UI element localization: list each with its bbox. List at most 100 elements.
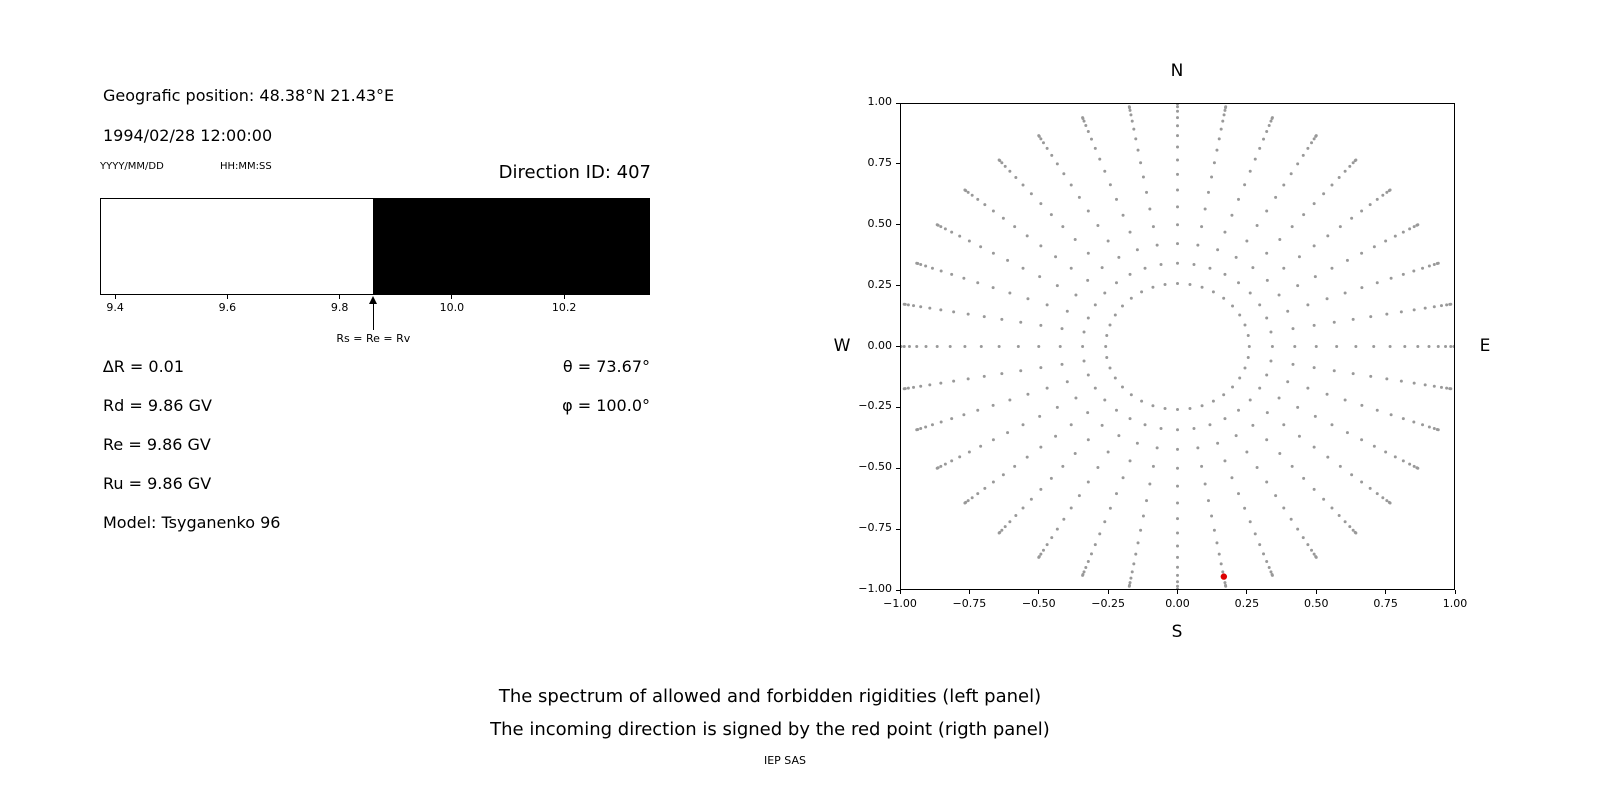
direction-grid-dot [1108, 323, 1112, 327]
direction-y-tick-label: −0.50 [858, 460, 892, 474]
direction-grid-dot [1223, 272, 1227, 276]
direction-grid-dot [1055, 405, 1059, 409]
direction-grid-dot [1313, 275, 1317, 279]
direction-y-tick-label: 0.25 [867, 277, 893, 291]
direction-grid-dot [1120, 385, 1124, 389]
direction-grid-dot [1255, 224, 1259, 228]
direction-grid-dot [1073, 451, 1077, 455]
direction-grid-dot [1108, 506, 1112, 510]
direction-grid-dot [1105, 355, 1109, 359]
direction-grid-dot [948, 345, 952, 348]
direction-grid-dot [1221, 570, 1225, 574]
direction-grid-dot [1103, 291, 1107, 295]
direction-grid-dot [1412, 225, 1416, 229]
direction-grid-dot [1176, 261, 1179, 265]
direction-grid-dot [976, 281, 980, 285]
direction-grid-dot [991, 286, 995, 290]
direction-grid-dot [1255, 465, 1259, 469]
direction-grid-dot [1086, 251, 1090, 255]
rigidity-spectrum-bar [100, 198, 650, 295]
direction-grid-dot [1196, 446, 1200, 450]
direction-grid-dot [1130, 570, 1134, 574]
model-label: Model: Tsyganenko 96 [103, 513, 281, 532]
direction-grid-dot [1086, 560, 1090, 564]
direction-grid-dot [1192, 427, 1196, 431]
direction-grid-dot [1243, 323, 1247, 327]
direction-grid-dot [1082, 119, 1086, 123]
direction-grid-dot [919, 427, 923, 431]
direction-grid-dot [930, 423, 934, 427]
direction-grid-dot [1212, 528, 1216, 532]
direction-grid-dot [912, 304, 916, 308]
direction-grid-dot [1237, 408, 1241, 412]
direction-grid-dot [1416, 223, 1420, 227]
direction-grid-dot [1039, 552, 1043, 556]
direction-grid-dot [1013, 225, 1017, 229]
direction-x-tick-label: 0.75 [1373, 597, 1398, 610]
direction-grid-dot [1372, 245, 1376, 249]
direction-grid-dot [1412, 420, 1416, 424]
direction-grid-dot [962, 276, 966, 280]
direction-grid-dot [915, 345, 919, 348]
direction-grid-dot [1113, 376, 1117, 380]
direction-grid-dot [939, 420, 943, 424]
direction-grid-dot [1016, 345, 1020, 348]
compass-south-label: S [1171, 622, 1183, 642]
direction-grid-dot [1381, 193, 1385, 197]
direction-grid-dot [1000, 161, 1004, 165]
direction-grid-dot [1130, 119, 1134, 123]
direction-grid-dot [1219, 562, 1223, 566]
direction-grid-dot [1148, 482, 1152, 486]
direction-grid-dot [1354, 531, 1358, 535]
direction-plot-frame [900, 103, 1455, 590]
direction-grid-dot [1248, 520, 1252, 524]
direction-grid-dot [1086, 373, 1090, 377]
direction-grid-dot [906, 386, 910, 390]
direction-grid-dot [1100, 266, 1104, 270]
direction-grid-dot [1312, 445, 1316, 449]
direction-y-tick-label: 1.00 [867, 95, 893, 108]
direction-grid-dot [1436, 261, 1440, 265]
direction-grid-dot [1049, 476, 1053, 480]
direction-grid-dot [1096, 465, 1100, 469]
direction-x-tick-label: 0.50 [1304, 597, 1329, 610]
spectrum-tick-mark [339, 295, 341, 299]
direction-grid-dot [958, 234, 962, 238]
datetime-label: 1994/02/28 12:00:00 [103, 126, 273, 145]
direction-y-tick-mark [896, 467, 900, 469]
direction-grid-dot [1348, 525, 1352, 529]
direction-grid-dot [1248, 291, 1252, 295]
direction-grid-dot [1345, 431, 1349, 435]
direction-grid-dot [1117, 255, 1121, 259]
direction-grid-dot [1134, 137, 1138, 141]
direction-x-tick-label: 1.00 [1442, 597, 1468, 610]
direction-grid-dot [1306, 386, 1310, 390]
direction-grid-dot [1267, 123, 1271, 127]
direction-grid-dot [1000, 372, 1004, 376]
direction-grid-dot [1148, 207, 1152, 211]
direction-grid-dot [1277, 396, 1281, 400]
direction-grid-dot [1372, 345, 1376, 348]
direction-grid-dot [1001, 216, 1005, 220]
direction-grid-dot [1265, 438, 1269, 442]
direction-grid-dot [1121, 213, 1125, 217]
direction-grid-dot [1282, 266, 1286, 270]
direction-grid-dot [1439, 304, 1443, 308]
rd-label: Rd = 9.86 GV [103, 396, 212, 415]
direction-grid-dot [1314, 134, 1318, 138]
direction-grid-dot [1269, 119, 1273, 123]
direction-grid-dot [1290, 225, 1294, 229]
direction-grid-dot [970, 496, 974, 500]
direction-grid-dot [1077, 195, 1081, 199]
direction-grid-dot [1176, 205, 1179, 209]
direction-grid-dot [1245, 239, 1249, 243]
spectrum-tick-mark [226, 295, 228, 299]
direction-grid-dot [991, 251, 995, 255]
delta-r-label: ∆R = 0.01 [103, 357, 185, 376]
direction-grid-dot [1000, 317, 1004, 321]
direction-grid-dot [1188, 407, 1192, 411]
direction-grid-dot [1449, 302, 1453, 306]
direction-grid-dot [1061, 225, 1065, 229]
direction-grid-dot [1037, 345, 1041, 348]
direction-grid-dot [1274, 195, 1278, 199]
